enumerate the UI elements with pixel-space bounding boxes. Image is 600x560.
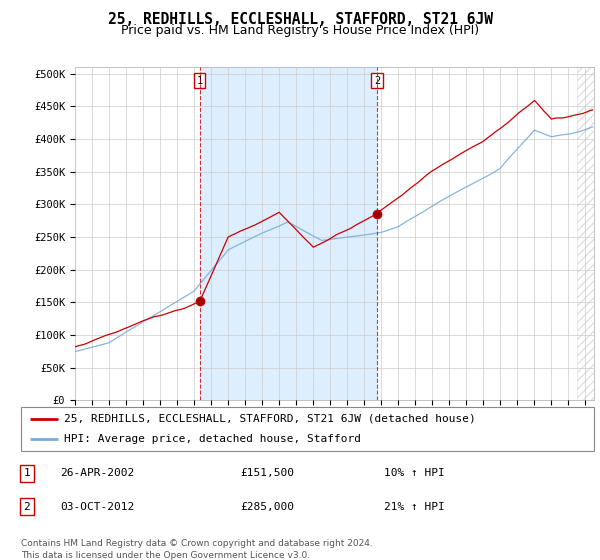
Text: £151,500: £151,500 [240, 468, 294, 478]
Text: 1: 1 [196, 76, 203, 86]
Text: 26-APR-2002: 26-APR-2002 [60, 468, 134, 478]
Bar [200, 67, 377, 400]
Text: HPI: Average price, detached house, Stafford: HPI: Average price, detached house, Staf… [64, 434, 361, 444]
Text: 2: 2 [23, 502, 31, 512]
Text: 25, REDHILLS, ECCLESHALL, STAFFORD, ST21 6JW (detached house): 25, REDHILLS, ECCLESHALL, STAFFORD, ST21… [64, 414, 476, 424]
Text: Contains HM Land Registry data © Crown copyright and database right 2024.
This d: Contains HM Land Registry data © Crown c… [21, 539, 373, 559]
Text: 21% ↑ HPI: 21% ↑ HPI [384, 502, 445, 512]
Text: Price paid vs. HM Land Registry's House Price Index (HPI): Price paid vs. HM Land Registry's House … [121, 24, 479, 36]
Text: £285,000: £285,000 [240, 502, 294, 512]
Text: 25, REDHILLS, ECCLESHALL, STAFFORD, ST21 6JW: 25, REDHILLS, ECCLESHALL, STAFFORD, ST21… [107, 12, 493, 27]
Text: 1: 1 [23, 468, 31, 478]
Text: 03-OCT-2012: 03-OCT-2012 [60, 502, 134, 512]
Text: 10% ↑ HPI: 10% ↑ HPI [384, 468, 445, 478]
Bar [577, 67, 594, 400]
Text: 2: 2 [374, 76, 380, 86]
FancyBboxPatch shape [21, 407, 594, 451]
